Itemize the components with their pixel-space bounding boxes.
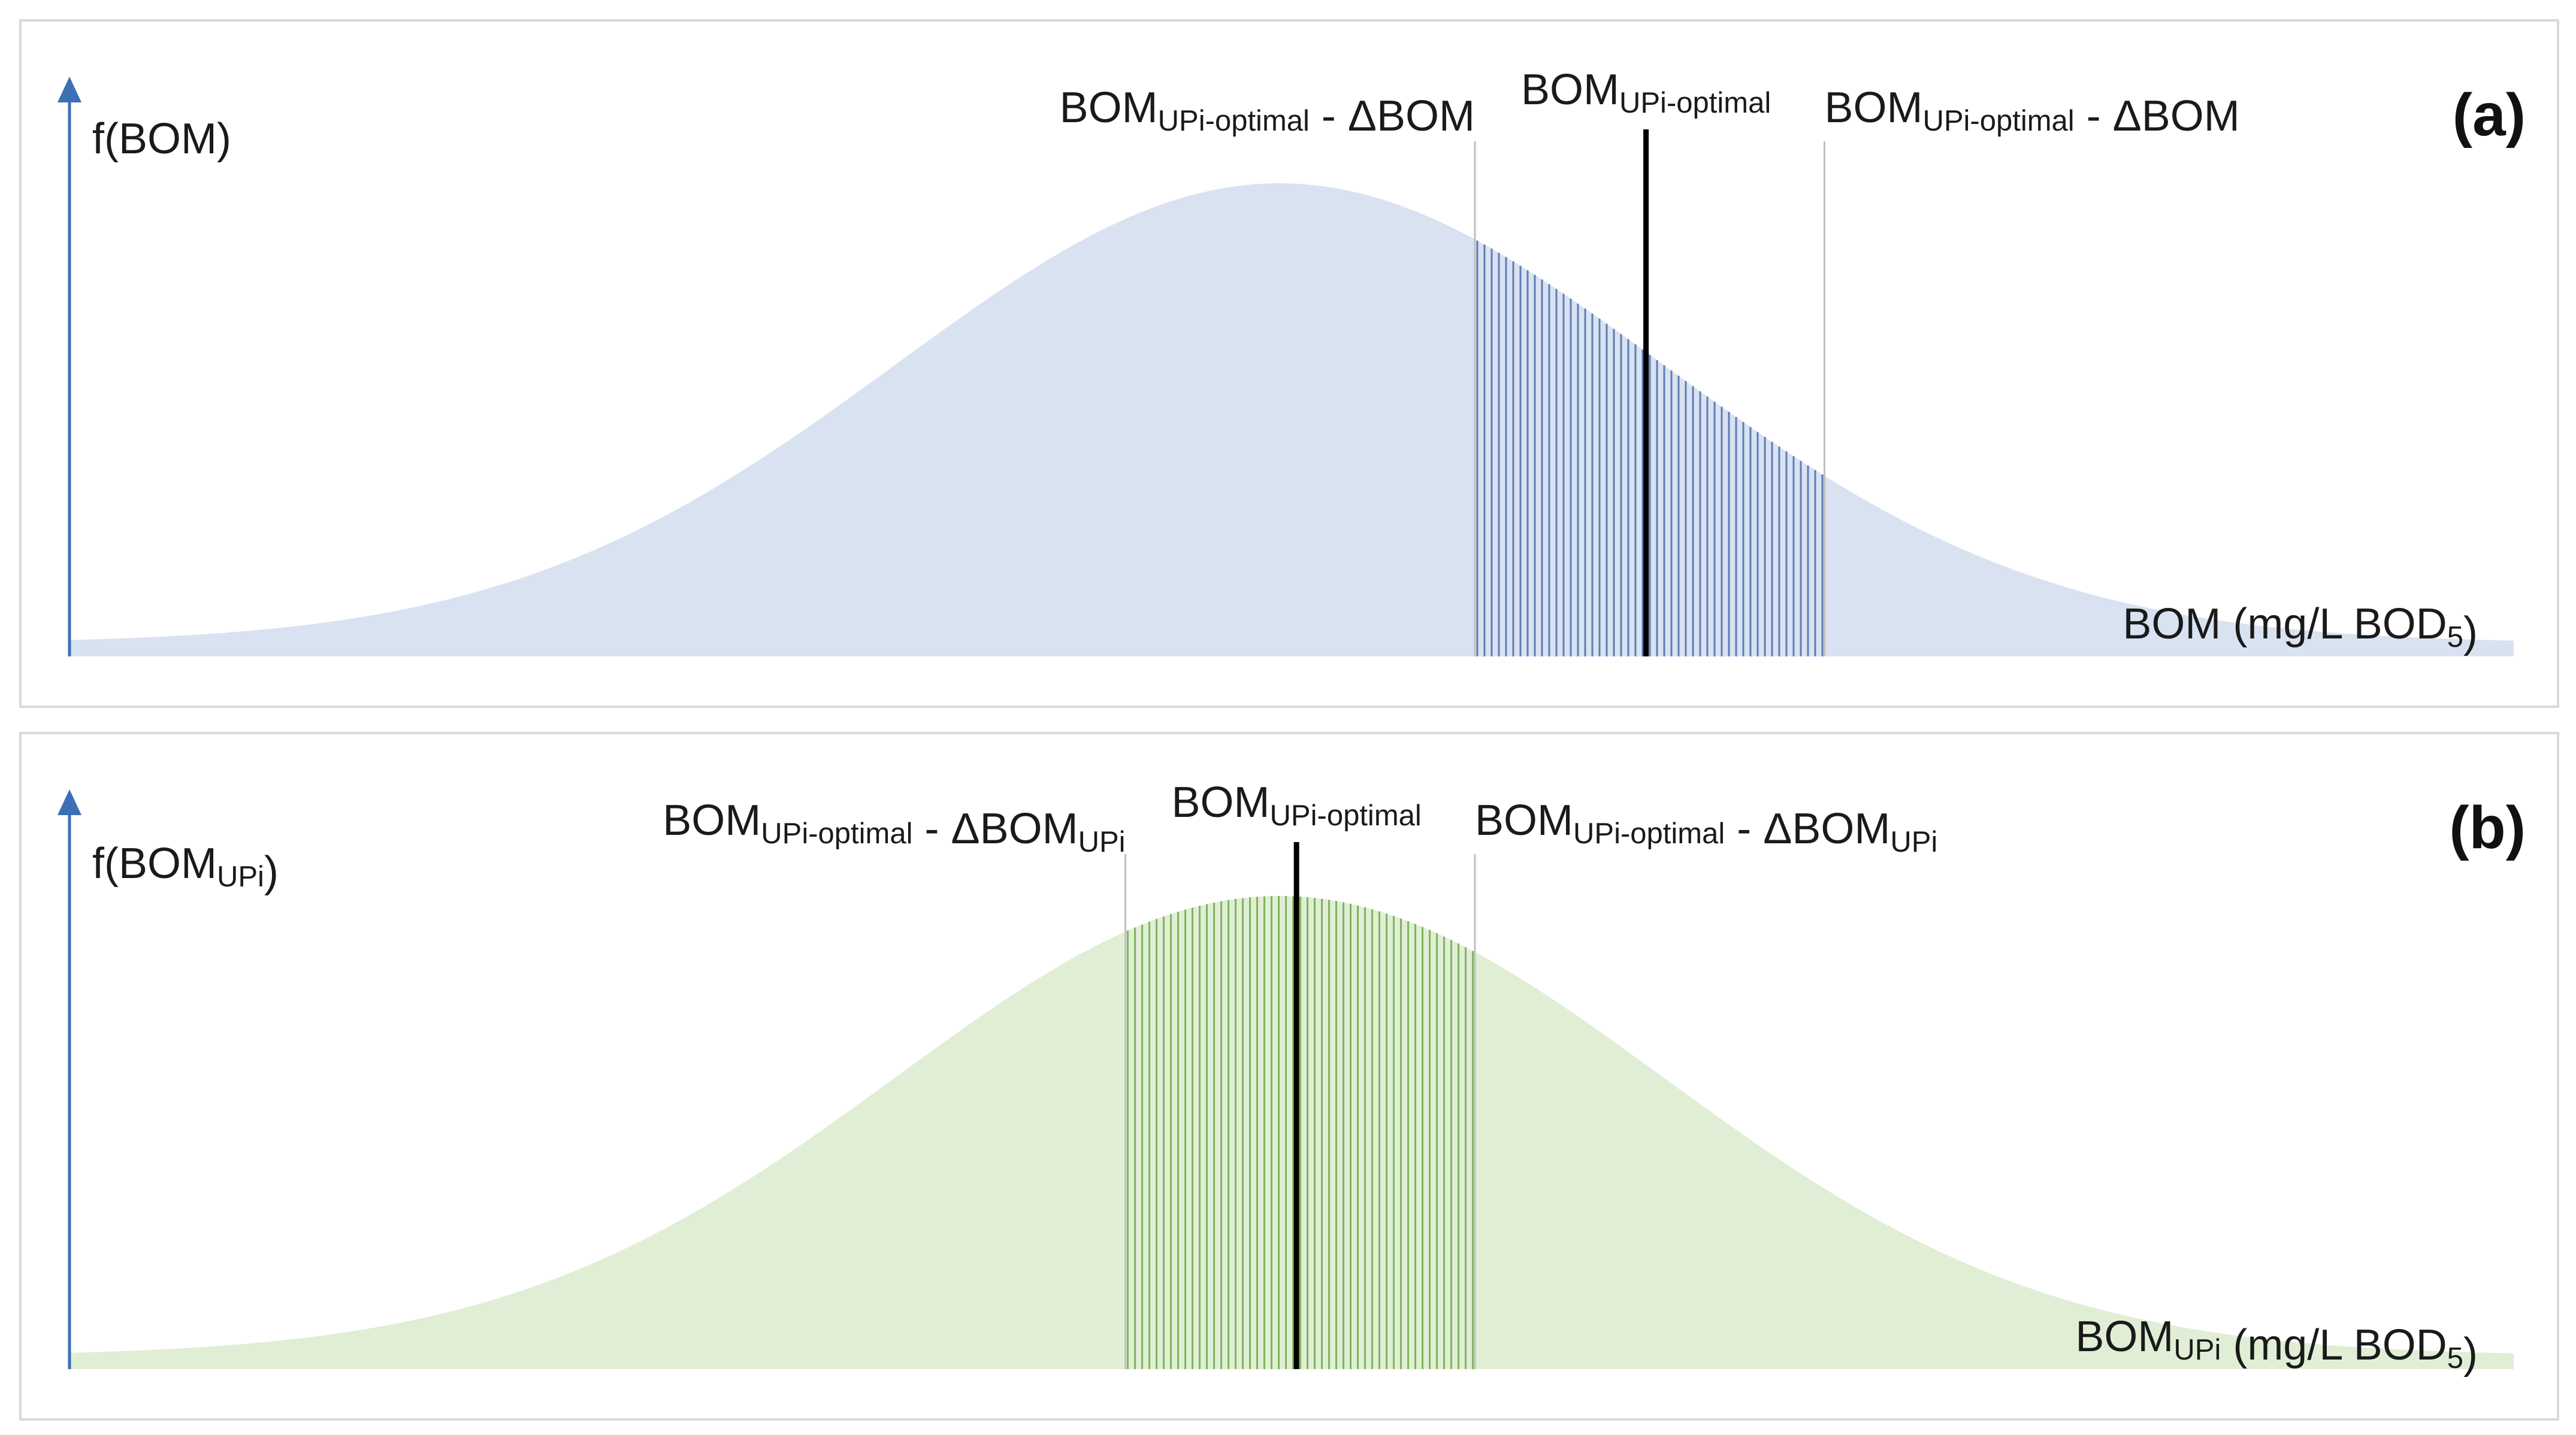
upper-bound-label: BOMUPi-optimal - ΔBOM <box>1824 84 2239 140</box>
x-axis-label: BOMUPi (mg/L BOD5) <box>2075 1313 2478 1378</box>
lower-bound-label: BOMUPi-optimal - ΔBOM <box>1060 84 1475 140</box>
optimal-label: BOMUPi-optimal <box>1521 66 1771 119</box>
optimal-label: BOMUPi-optimal <box>1172 779 1422 832</box>
y-axis-label: f(BOMUPi) <box>92 840 279 896</box>
distribution-diagram-a: f(BOM) BOM (mg/L BOD5) (a) BOMUPi-optimal -… <box>58 66 2526 656</box>
y-axis-label: f(BOM) <box>92 115 231 163</box>
distribution-curve <box>69 183 2514 656</box>
y-axis-arrow-icon <box>58 77 81 102</box>
panel-tag: (b) <box>2449 794 2526 861</box>
distribution-curve <box>69 896 2514 1369</box>
hatched-interval <box>1127 896 1474 1369</box>
y-axis-arrow-icon <box>58 789 81 815</box>
x-axis-label: BOM (mg/L BOD5) <box>2123 600 2478 656</box>
hatched-interval <box>1476 240 1824 656</box>
panel-a: f(BOM) BOM (mg/L BOD5) (a) BOMUPi-optimal -… <box>19 19 2559 708</box>
upper-bound-label: BOMUPi-optimal - ΔBOMUPi <box>1475 797 1937 858</box>
panel-tag: (a) <box>2453 81 2526 149</box>
distribution-diagram-b: f(BOMUPi) BOMUPi (mg/L BOD5) (b) BOMUPi-opt… <box>58 779 2526 1378</box>
panel-b: f(BOMUPi) BOMUPi (mg/L BOD5) (b) BOMUPi-opt… <box>19 732 2559 1421</box>
lower-bound-label: BOMUPi-optimal - ΔBOMUPi <box>663 797 1125 858</box>
